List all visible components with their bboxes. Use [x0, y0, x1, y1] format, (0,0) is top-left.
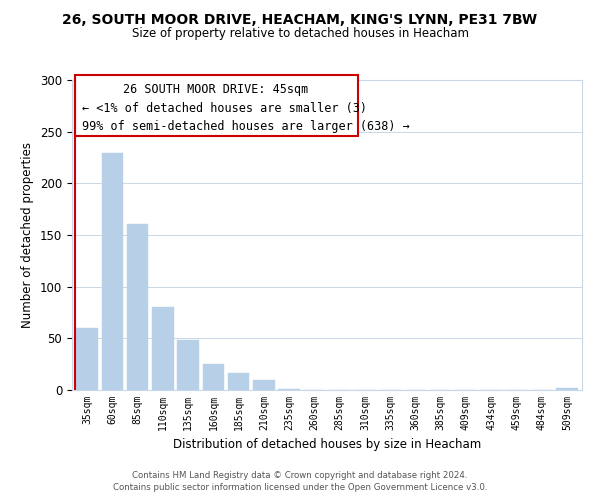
Y-axis label: Number of detached properties: Number of detached properties [22, 142, 34, 328]
X-axis label: Distribution of detached houses by size in Heacham: Distribution of detached houses by size … [173, 438, 481, 452]
Bar [203, 364, 224, 390]
Bar [101, 154, 123, 390]
Bar [253, 380, 275, 390]
Text: ← <1% of detached houses are smaller (3): ← <1% of detached houses are smaller (3) [82, 102, 367, 114]
Bar [152, 308, 173, 390]
Bar [556, 388, 578, 390]
Bar [76, 328, 98, 390]
Text: Contains HM Land Registry data © Crown copyright and database right 2024.
Contai: Contains HM Land Registry data © Crown c… [113, 471, 487, 492]
Text: Size of property relative to detached houses in Heacham: Size of property relative to detached ho… [131, 28, 469, 40]
Bar [127, 224, 148, 390]
Text: 99% of semi-detached houses are larger (638) →: 99% of semi-detached houses are larger (… [82, 120, 410, 134]
Text: 26 SOUTH MOOR DRIVE: 45sqm: 26 SOUTH MOOR DRIVE: 45sqm [124, 83, 309, 96]
Bar [178, 340, 199, 390]
Bar [278, 389, 300, 390]
FancyBboxPatch shape [74, 76, 358, 136]
Bar [228, 374, 250, 390]
Text: 26, SOUTH MOOR DRIVE, HEACHAM, KING'S LYNN, PE31 7BW: 26, SOUTH MOOR DRIVE, HEACHAM, KING'S LY… [62, 12, 538, 26]
